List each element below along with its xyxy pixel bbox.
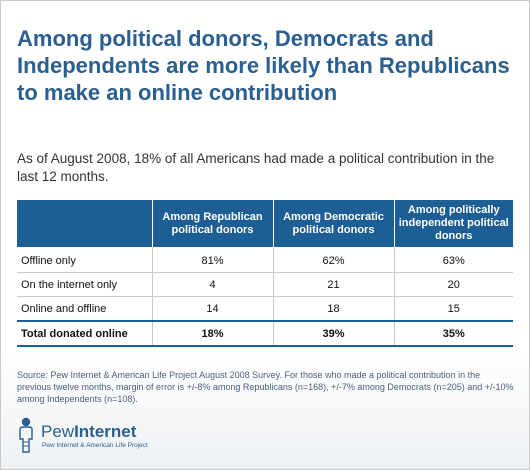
- table-row: Offline only 81% 62% 63%: [17, 247, 513, 273]
- cell-internet-only-independent: 20: [394, 272, 513, 297]
- cell-online-and-offline-independent: 15: [394, 296, 513, 322]
- pew-person-icon: [19, 417, 33, 453]
- logo-word-pew: Pew: [41, 422, 75, 441]
- cell-total-independent: 35%: [394, 320, 513, 347]
- cell-offline-only-republican: 81%: [152, 247, 274, 273]
- chart-subtitle: As of August 2008, 18% of all Americans …: [17, 151, 495, 184]
- row-label-internet-only: On the internet only: [17, 272, 153, 297]
- table-header-row: Among Republican political donors Among …: [17, 200, 513, 247]
- cell-internet-only-democratic: 21: [273, 272, 395, 297]
- table-row: Online and offline 14 18 15: [17, 296, 513, 322]
- data-table: Among Republican political donors Among …: [17, 200, 513, 347]
- cell-offline-only-democratic: 62%: [273, 247, 395, 273]
- logo-wordmark: PewInternet: [41, 422, 136, 442]
- header-cell-democratic: Among Democratic political donors: [273, 200, 395, 247]
- logo-tagline: Pew Internet & American Life Project: [42, 442, 148, 449]
- row-label-online-and-offline: Online and offline: [17, 296, 153, 322]
- header-cell-independent: Among politically independent political …: [394, 200, 513, 247]
- logo-word-internet: Internet: [74, 422, 137, 441]
- cell-total-republican: 18%: [152, 320, 274, 347]
- row-label-total-donated-online: Total donated online: [17, 320, 153, 347]
- pew-internet-logo: PewInternet Pew Internet & American Life…: [15, 416, 215, 456]
- table-row: On the internet only 4 21 20: [17, 272, 513, 297]
- cell-offline-only-independent: 63%: [394, 247, 513, 273]
- cell-online-and-offline-democratic: 18: [273, 296, 395, 322]
- header-cell-republican: Among Republican political donors: [152, 200, 274, 247]
- cell-online-and-offline-republican: 14: [152, 296, 274, 322]
- row-label-offline-only: Offline only: [17, 247, 153, 273]
- header-cell-corner: [17, 200, 153, 247]
- chart-title: Among political donors, Democrats and In…: [17, 26, 510, 105]
- cell-total-democratic: 39%: [273, 320, 395, 347]
- cell-internet-only-republican: 4: [152, 272, 274, 297]
- table-total-row: Total donated online 18% 39% 35%: [17, 320, 513, 347]
- source-note: Source: Pew Internet & American Life Pro…: [17, 370, 514, 404]
